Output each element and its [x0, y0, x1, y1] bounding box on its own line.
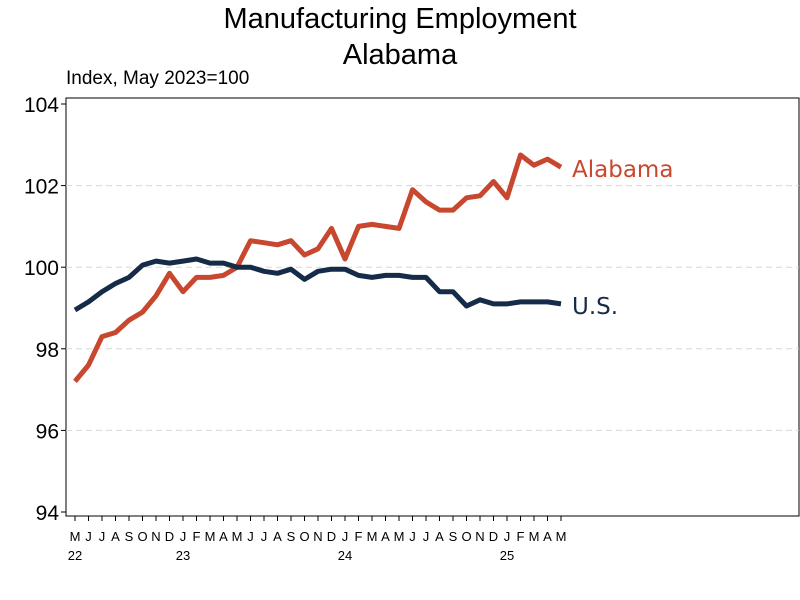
x-tick-label: N	[313, 529, 322, 544]
x-tick-label: S	[449, 529, 458, 544]
chart-title: Manufacturing Employment	[223, 3, 577, 35]
x-tick-label: J	[99, 529, 106, 544]
x-tick-label: S	[125, 529, 134, 544]
x-tick-label: D	[165, 529, 174, 544]
series-label: Alabama	[572, 157, 673, 183]
series-line-alabama	[73, 152, 563, 383]
x-tick-label: J	[342, 529, 349, 544]
x-tick-label: M	[556, 529, 567, 544]
x-tick-label: M	[205, 529, 216, 544]
x-tick-label: D	[489, 529, 498, 544]
x-tick-label: A	[381, 529, 390, 544]
x-tick-label: J	[409, 529, 416, 544]
x-tick-label: A	[435, 529, 444, 544]
x-tick-label: O	[137, 529, 147, 544]
x-tick-label: D	[327, 529, 336, 544]
x-tick-label: J	[180, 529, 187, 544]
x-tick-label: A	[111, 529, 120, 544]
x-tick-label: J	[504, 529, 511, 544]
x-tick-label: M	[232, 529, 243, 544]
x-tick-label: A	[219, 529, 228, 544]
x-tick-label: J	[423, 529, 430, 544]
series-line-u-s	[73, 256, 562, 313]
x-year-label: 23	[176, 548, 190, 563]
y-tick-label: 94	[36, 502, 60, 525]
x-tick-label: S	[287, 529, 296, 544]
x-tick-label: O	[299, 529, 309, 544]
x-tick-label: J	[85, 529, 92, 544]
x-tick-label: A	[273, 529, 282, 544]
y-tick-label: 96	[36, 420, 59, 443]
y-axis-label: Index, May 2023=100	[66, 68, 250, 89]
x-tick-label: M	[70, 529, 81, 544]
x-tick-label: M	[367, 529, 378, 544]
x-tick-label: M	[529, 529, 540, 544]
x-tick-label: J	[247, 529, 254, 544]
x-tick-label: O	[461, 529, 471, 544]
x-year-label: 24	[338, 548, 352, 563]
y-tick-label: 98	[36, 339, 59, 362]
x-tick-label: N	[475, 529, 484, 544]
y-tick-label: 100	[24, 257, 59, 280]
x-tick-label: J	[261, 529, 268, 544]
plot-area	[65, 97, 800, 517]
x-tick-label: F	[193, 529, 201, 544]
x-tick-label: M	[394, 529, 405, 544]
x-year-label: 25	[500, 548, 514, 563]
series-label: U.S.	[572, 294, 618, 320]
x-year-label: 22	[68, 548, 82, 563]
x-tick-label: F	[517, 529, 525, 544]
chart-subtitle: Alabama	[342, 39, 458, 71]
y-tick-label: 104	[24, 94, 59, 117]
x-tick-label: F	[355, 529, 363, 544]
y-tick-label: 102	[24, 176, 59, 199]
x-tick-label: N	[151, 529, 160, 544]
x-tick-label: A	[543, 529, 552, 544]
